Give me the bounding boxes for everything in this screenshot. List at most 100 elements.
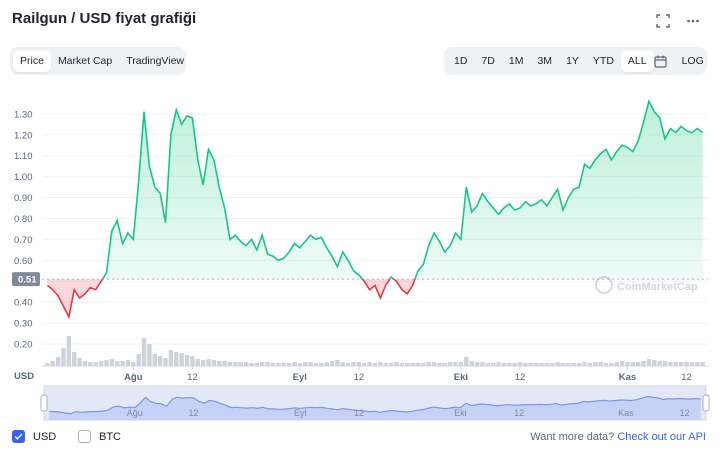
volume-bar [453,362,458,366]
volume-bar [136,354,141,366]
navigator-tick-label: Eyl [294,408,307,418]
tab-market-cap[interactable]: Market Cap [57,55,113,67]
tab-tradingview[interactable]: TradingView [126,55,184,67]
volume-bar [302,362,308,366]
navigator-tick-label: Ağu [127,408,143,418]
volume-bar [695,362,700,366]
volume-bar [50,361,55,366]
volume-bar [254,363,260,366]
volume-bar [652,360,657,366]
navigator-handle [40,394,48,412]
volume-bar [265,362,270,366]
volume-bar [286,363,292,366]
range-3m[interactable]: 3M [537,55,553,67]
volume-bar [120,361,125,366]
navigator-tick-label: Kas [618,408,634,418]
log-toggle[interactable]: LOG [681,55,704,67]
y-tick-label: 1.00 [14,172,33,183]
volume-bar [458,362,464,366]
volume-bar [544,363,550,366]
range-1m[interactable]: 1M [508,55,524,67]
y-tick-label: 0.70 [14,235,33,246]
navigator-tick-label: 12 [188,408,198,418]
volume-bar [501,363,507,366]
volume-bar [147,344,152,366]
volume-bar [490,363,496,366]
calendar-icon[interactable] [653,50,667,72]
volume-bar [319,363,324,366]
area-above-baseline [47,101,703,280]
volume-bar [292,362,297,366]
fullscreen-icon-glyph [656,14,670,28]
chart-type-tabs: Price Market Cap TradingView [10,47,186,75]
volume-bar [646,359,652,366]
volume-bar [474,362,480,366]
navigator-handle [702,394,710,412]
volume-bar [238,362,243,366]
volume-bar [555,362,560,366]
volume-bar [168,350,174,366]
volume-bar [410,363,415,366]
currency-axis-label: USD [14,371,34,382]
range-selector: 1D 7D 1M 3M 1Y YTD ALL LOG [444,47,707,75]
volume-bar [485,363,490,366]
range-ytd[interactable]: YTD [592,55,614,67]
volume-bar [630,362,636,366]
check-icon [14,433,23,440]
tab-price[interactable]: Price [13,50,51,72]
volume-bar [560,363,566,366]
volume-bar [72,352,77,366]
volume-bar [566,363,571,366]
api-link[interactable]: Check out our API [617,431,706,443]
volume-bar [533,363,539,366]
x-tick-label: 12 [354,372,365,383]
baseline-badge [12,272,40,287]
volume-bar [61,348,66,366]
usd-checkbox[interactable] [12,430,25,443]
volume-bar [388,363,394,366]
volume-bar [678,362,684,366]
volume-bar [340,362,345,366]
volume-bar [356,362,362,366]
x-tick-label: 12 [681,372,692,383]
volume-bar [405,363,410,366]
api-promo: Want more data? Check out our API [530,431,706,443]
volume-bar [211,360,217,366]
navigator-tick-label: 12 [354,408,364,418]
volume-bar [297,363,303,366]
more-icon[interactable] [684,14,702,32]
volume-bar [200,360,206,366]
volume-bar [206,359,211,366]
volume-bar [125,360,131,366]
more-icon-glyph [687,19,699,23]
volume-bar [399,363,405,366]
volume-bar [496,362,501,366]
volume-bar [480,362,485,366]
volume-bar [464,357,469,366]
usd-option[interactable]: USD [12,430,56,443]
volume-bar [104,360,109,366]
volume-bar [593,362,598,366]
range-1y[interactable]: 1Y [566,55,579,67]
volume-bar [55,357,61,366]
navigator-tick-label: Eki [454,408,467,418]
volume-bar [313,363,319,366]
volume-bar [576,363,582,366]
volume-bar [66,336,72,366]
range-1d[interactable]: 1D [454,55,468,67]
fullscreen-icon[interactable] [654,14,672,32]
range-7d[interactable]: 7D [481,55,495,67]
volume-bar [437,363,442,366]
range-all[interactable]: ALL [620,50,654,72]
volume-bar [528,363,533,366]
btc-option[interactable]: BTC [78,430,121,443]
baseline-badge-label: 0.51 [18,275,37,286]
y-tick-label: 1.20 [14,130,33,141]
y-tick-label: 0.80 [14,214,33,225]
btc-checkbox[interactable] [78,430,91,443]
volume-bar [378,362,383,366]
volume-bar [609,363,614,366]
x-tick-label: Ağu [124,372,143,383]
btc-label: BTC [99,430,121,443]
price-chart[interactable]: 0.200.300.400.500.600.700.800.901.001.10… [0,0,722,425]
